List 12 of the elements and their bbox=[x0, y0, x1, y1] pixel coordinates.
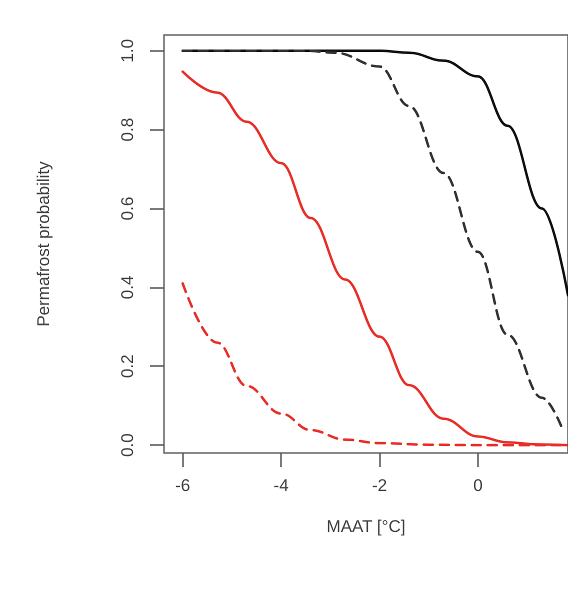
y-tick-label: 0.6 bbox=[118, 196, 137, 220]
y-tick-label: 0.2 bbox=[118, 354, 137, 378]
x-tick-label: 0 bbox=[473, 476, 483, 495]
x-tick-label: -4 bbox=[274, 476, 289, 495]
y-tick-label: 0.0 bbox=[118, 433, 137, 457]
y-axis-title: Permafrost probability bbox=[34, 160, 53, 327]
x-axis-title: MAAT [°C] bbox=[326, 517, 406, 536]
y-tick-label: 0.4 bbox=[118, 276, 137, 300]
x-tick-label: -2 bbox=[372, 476, 388, 495]
y-tick-label: 0.8 bbox=[118, 118, 137, 142]
y-tick-label: 1.0 bbox=[118, 38, 137, 63]
x-tick-label: -6 bbox=[175, 476, 190, 495]
